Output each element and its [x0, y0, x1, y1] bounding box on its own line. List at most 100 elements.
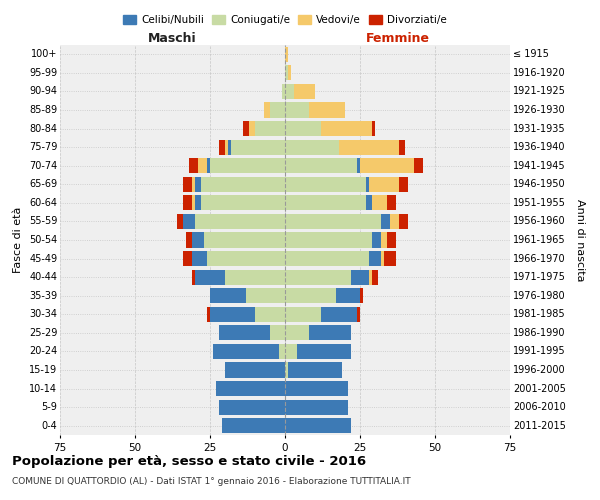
Y-axis label: Fasce di età: Fasce di età — [13, 207, 23, 273]
Bar — [255, 121, 285, 136]
Bar — [207, 306, 210, 322]
Bar — [270, 102, 285, 118]
Bar — [381, 214, 390, 229]
Bar — [183, 195, 192, 210]
Bar — [183, 214, 195, 229]
Bar — [183, 251, 192, 266]
Bar — [210, 288, 246, 304]
Bar — [210, 306, 255, 322]
Bar — [285, 195, 366, 210]
Bar — [285, 270, 351, 285]
Bar — [246, 288, 285, 304]
Bar — [285, 418, 351, 434]
Bar — [366, 176, 369, 192]
Bar — [285, 251, 369, 266]
Bar — [369, 176, 399, 192]
Bar — [189, 158, 198, 174]
Bar — [285, 121, 321, 136]
Bar — [399, 176, 408, 192]
Bar — [228, 140, 231, 155]
Y-axis label: Anni di nascita: Anni di nascita — [575, 198, 585, 281]
Bar — [285, 400, 348, 415]
Bar — [249, 121, 255, 136]
Bar — [216, 381, 285, 396]
Bar — [369, 270, 372, 285]
Bar — [297, 344, 351, 359]
Bar — [285, 306, 321, 322]
Bar — [207, 158, 210, 174]
Bar — [360, 288, 363, 304]
Bar — [381, 251, 384, 266]
Bar — [399, 214, 408, 229]
Bar — [219, 325, 270, 340]
Bar — [369, 251, 381, 266]
Bar — [285, 84, 294, 99]
Bar — [414, 158, 423, 174]
Bar — [288, 362, 342, 378]
Bar — [285, 102, 309, 118]
Bar — [204, 232, 285, 248]
Text: COMUNE DI QUATTORDIO (AL) - Dati ISTAT 1° gennaio 2016 - Elaborazione TUTTITALIA: COMUNE DI QUATTORDIO (AL) - Dati ISTAT 1… — [12, 478, 410, 486]
Bar — [288, 65, 291, 80]
Bar — [192, 232, 204, 248]
Legend: Celibi/Nubili, Coniugati/e, Vedovi/e, Divorziati/e: Celibi/Nubili, Coniugati/e, Vedovi/e, Di… — [119, 11, 451, 30]
Bar — [336, 288, 360, 304]
Bar — [285, 46, 288, 62]
Bar — [390, 214, 399, 229]
Bar — [264, 102, 270, 118]
Bar — [372, 195, 387, 210]
Bar — [366, 195, 372, 210]
Bar — [384, 251, 396, 266]
Bar — [372, 270, 378, 285]
Bar — [387, 195, 396, 210]
Bar — [381, 232, 387, 248]
Bar — [177, 214, 183, 229]
Bar — [357, 306, 360, 322]
Bar — [192, 176, 195, 192]
Bar — [294, 84, 315, 99]
Bar — [279, 344, 285, 359]
Bar — [285, 288, 336, 304]
Bar — [213, 344, 279, 359]
Bar — [201, 176, 285, 192]
Bar — [225, 270, 285, 285]
Bar — [372, 232, 381, 248]
Bar — [372, 121, 375, 136]
Bar — [192, 251, 207, 266]
Bar — [198, 158, 207, 174]
Bar — [282, 84, 285, 99]
Bar — [195, 214, 285, 229]
Bar — [219, 400, 285, 415]
Bar — [399, 140, 405, 155]
Bar — [225, 140, 228, 155]
Bar — [186, 232, 192, 248]
Bar — [243, 121, 249, 136]
Bar — [285, 140, 339, 155]
Bar — [255, 306, 285, 322]
Bar — [351, 270, 369, 285]
Text: Femmine: Femmine — [365, 32, 430, 45]
Bar — [210, 158, 285, 174]
Bar — [195, 270, 225, 285]
Bar — [321, 121, 372, 136]
Bar — [285, 158, 357, 174]
Bar — [222, 418, 285, 434]
Bar — [219, 140, 225, 155]
Bar — [285, 214, 381, 229]
Bar — [201, 195, 285, 210]
Bar — [195, 195, 201, 210]
Bar — [225, 362, 285, 378]
Bar — [183, 176, 192, 192]
Bar — [309, 325, 351, 340]
Bar — [285, 232, 372, 248]
Text: Popolazione per età, sesso e stato civile - 2016: Popolazione per età, sesso e stato civil… — [12, 455, 366, 468]
Bar — [285, 176, 366, 192]
Bar — [285, 362, 288, 378]
Bar — [285, 325, 309, 340]
Bar — [270, 325, 285, 340]
Bar — [357, 158, 360, 174]
Text: Maschi: Maschi — [148, 32, 197, 45]
Bar — [387, 232, 396, 248]
Bar — [360, 158, 414, 174]
Bar — [231, 140, 285, 155]
